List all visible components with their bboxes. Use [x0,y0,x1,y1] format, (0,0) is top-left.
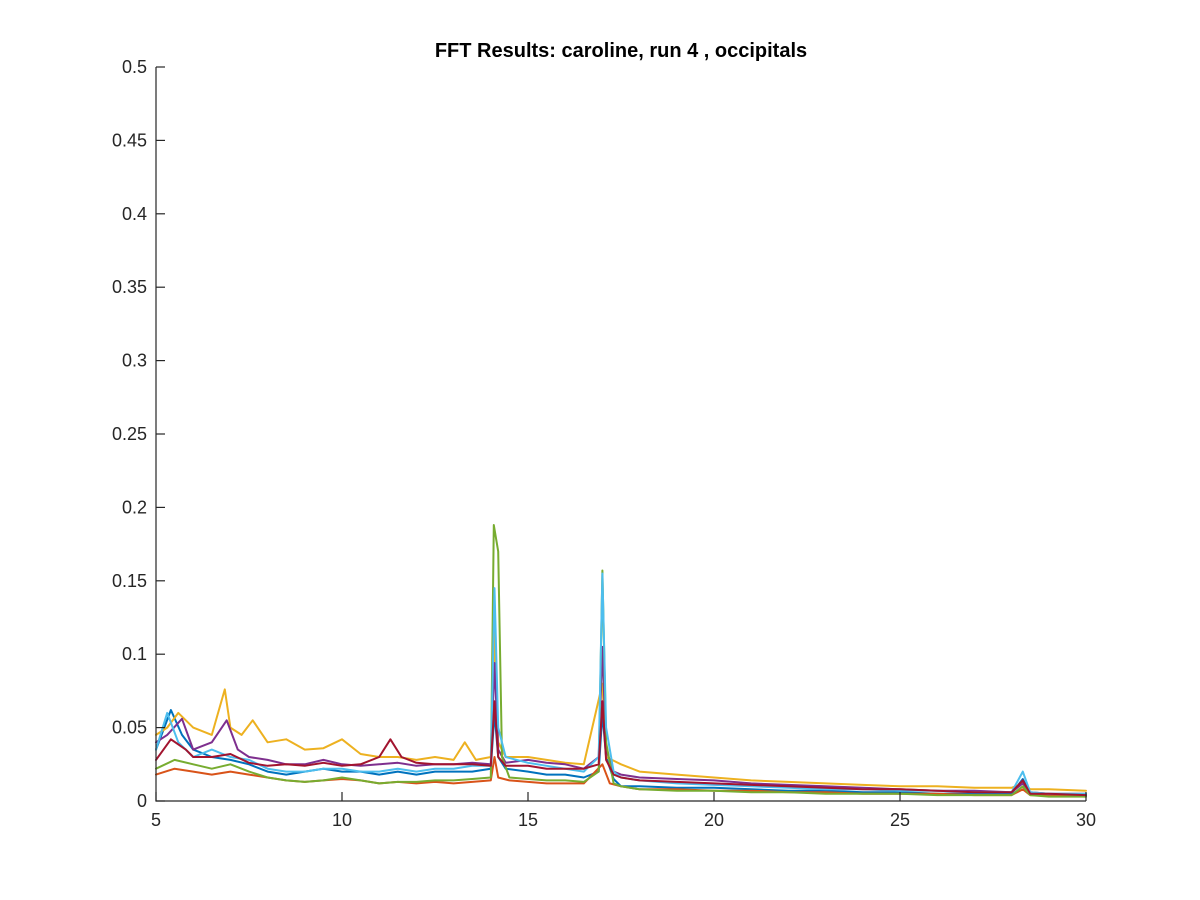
y-tick-label: 0.05 [112,718,147,738]
axes-layer [155,67,1086,802]
chart-title: FFT Results: caroline, run 4 , occipital… [435,40,807,62]
y-tick-label: 0.35 [112,277,147,297]
y-ticks: 0 0.05 0.1 0.15 0.2 0.25 0.3 0.35 0.4 0.45 0.5 [112,57,165,811]
y-tick-label: 0.45 [112,130,147,150]
y-tick-label: 0 [137,791,147,811]
x-tick-label: 15 [518,810,538,830]
series-line-6 [155,572,1087,795]
series-layer [155,524,1087,798]
y-tick-label: 0.5 [122,57,147,77]
x-tick-label: 20 [704,810,724,830]
x-ticks: 5 10 15 20 25 30 [151,792,1096,830]
y-tick-label: 0.1 [122,644,147,664]
y-tick-label: 0.3 [122,351,147,371]
y-tick-label: 0.15 [112,571,147,591]
series-line-1 [155,709,1087,797]
y-tick-label: 0.25 [112,424,147,444]
x-tick-label: 10 [332,810,352,830]
axis-box [155,67,1086,802]
x-tick-label: 25 [890,810,910,830]
series-line-4 [155,645,1087,795]
series-line-3 [155,626,1087,792]
y-tick-label: 0.4 [122,204,147,224]
series-line-7 [155,700,1087,797]
series-line-5 [155,524,1087,798]
x-tick-label: 5 [151,810,161,830]
x-tick-label: 30 [1076,810,1096,830]
y-tick-label: 0.2 [122,497,147,517]
